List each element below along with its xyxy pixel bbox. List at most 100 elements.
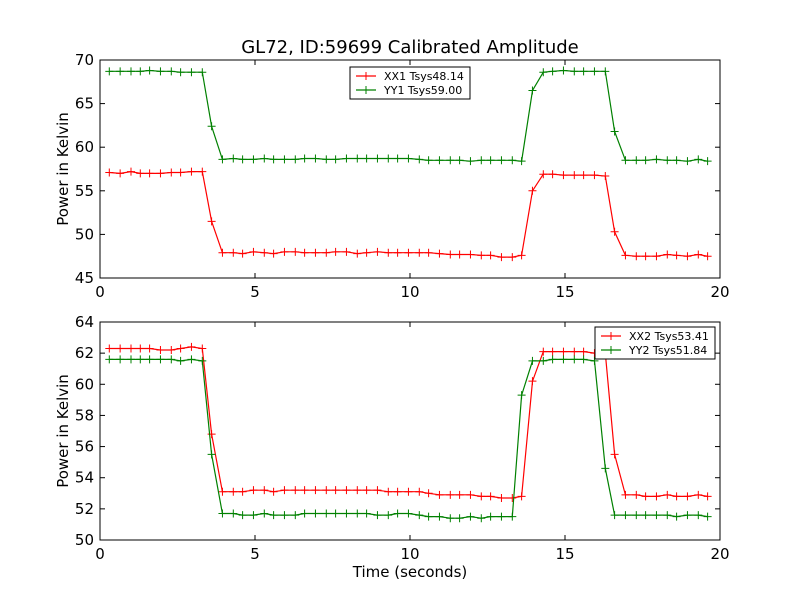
legend-swatch-marker [362,86,370,94]
data-point [145,355,154,364]
data-point [145,169,154,178]
data-point [187,68,196,77]
data-point [260,154,269,163]
data-point [652,492,661,501]
data-point [694,250,703,259]
data-point [249,511,258,520]
data-point [176,168,185,177]
data-point [632,490,641,499]
data-point [672,251,681,260]
data-point [280,486,289,495]
y-tick-label: 45 [75,269,94,287]
data-point [269,155,278,164]
data-point [393,487,402,496]
data-point [621,490,630,499]
data-point [466,250,475,259]
data-point [229,487,238,496]
data-point [362,154,371,163]
data-point [291,511,300,520]
data-point [156,169,165,178]
data-point [466,512,475,521]
data-point [116,169,125,178]
y-tick-label: 64 [75,313,94,331]
data-point [601,67,610,76]
data-point [300,486,309,495]
chart-title: GL72, ID:59699 Calibrated Amplitude [241,37,579,58]
data-point [198,68,207,77]
data-point [393,509,402,518]
data-point [497,512,506,521]
data-point [415,248,424,257]
data-point [466,490,475,499]
data-point [280,511,289,520]
x-tick-label: 15 [555,545,574,563]
y-tick-label: 50 [75,531,94,549]
y-axis-label: Power in Kelvin [54,374,72,488]
data-point [127,167,135,176]
data-point [145,66,154,75]
data-point [477,514,486,523]
data-point [641,252,650,261]
data-point [435,156,444,165]
data-point [322,486,331,495]
data-point [280,247,289,256]
data-point [477,251,486,260]
data-point [632,511,641,520]
y-tick-label: 56 [75,438,94,456]
data-point [116,355,125,364]
data-point [404,487,413,496]
data-point [331,486,340,495]
data-point [280,155,289,164]
data-point [145,344,154,353]
data-point [167,346,176,355]
data-point [435,512,444,521]
data-point [331,247,340,256]
data-point [311,509,320,518]
y-tick-label: 60 [75,138,94,156]
legend-box [594,326,716,360]
data-point [703,492,712,501]
data-point [455,514,464,523]
data-point [384,487,393,496]
data-point [207,450,216,459]
data-point [218,487,227,496]
data-point [641,492,650,501]
data-point [663,156,672,165]
data-point [331,509,340,518]
data-point [632,156,641,165]
data-point [694,511,703,520]
data-point [559,171,568,180]
x-tick-label: 0 [95,283,105,301]
data-point [136,169,145,178]
data-point [548,170,557,179]
data-point [116,67,125,76]
data-point [176,356,185,365]
data-point [342,154,351,163]
data-point [127,67,135,76]
data-point [508,512,517,521]
data-point [517,492,526,501]
x-tick-label: 20 [710,283,729,301]
legend-swatch-marker [362,72,370,80]
y-axis-label: Power in Kelvin [54,112,72,226]
data-point [590,171,599,180]
data-point [300,248,309,257]
x-tick-label: 10 [400,283,419,301]
data-point [508,493,517,502]
data-point [424,156,433,165]
data-point [497,253,506,262]
data-point [353,154,362,163]
data-point [105,344,114,353]
data-point [446,490,455,499]
data-point [683,511,692,520]
data-point [610,450,619,459]
data-point [424,512,433,521]
data-point [229,154,238,163]
data-point [486,492,495,501]
data-point [311,486,320,495]
data-point [238,155,247,164]
data-point [167,355,176,364]
data-point [424,248,433,257]
data-point [269,487,278,496]
